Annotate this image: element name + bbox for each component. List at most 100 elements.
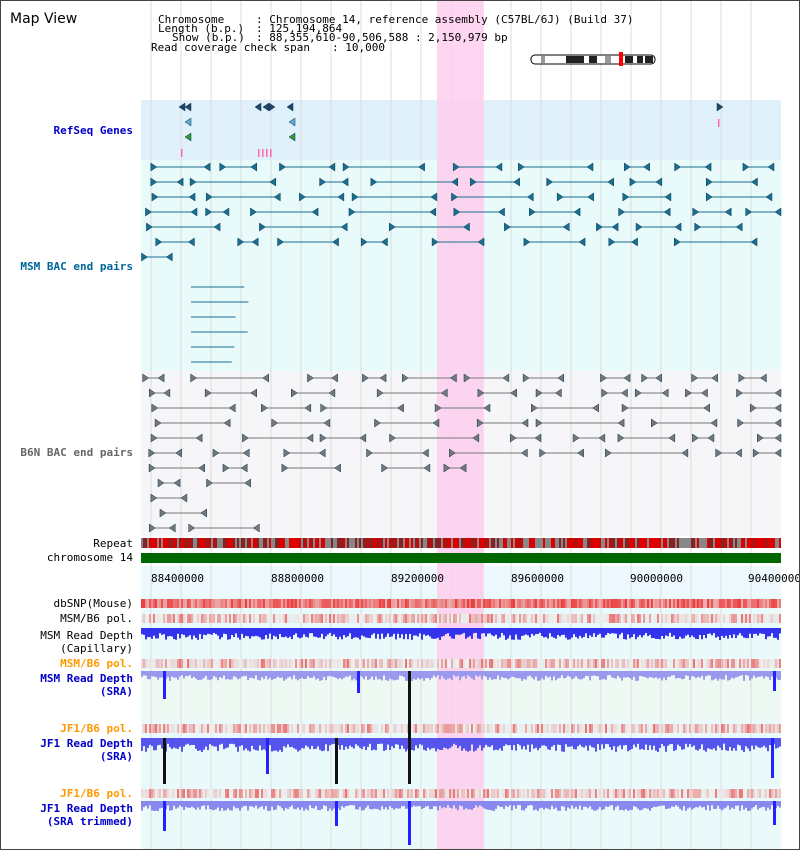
heat-strip-mark bbox=[717, 789, 719, 798]
read-depth-bar bbox=[731, 671, 733, 678]
repeat-mark bbox=[589, 538, 591, 548]
heat-strip-mark bbox=[755, 659, 757, 668]
heat-strip-mark bbox=[531, 599, 533, 608]
read-depth-bar bbox=[685, 671, 687, 676]
read-depth-bar bbox=[171, 671, 173, 677]
repeat-mark bbox=[663, 538, 665, 548]
read-depth-bar bbox=[321, 671, 323, 681]
read-depth-bar bbox=[405, 738, 407, 752]
heat-strip-mark bbox=[211, 789, 213, 798]
axis-tick-label: 88800000 bbox=[271, 572, 324, 585]
heat-strip-mark bbox=[461, 614, 463, 623]
read-depth-bar bbox=[589, 671, 591, 681]
heat-strip-mark bbox=[525, 789, 527, 798]
repeat-mark bbox=[759, 538, 761, 548]
read-depth-bar bbox=[299, 671, 301, 679]
repeat-mark bbox=[543, 538, 545, 548]
heat-strip-mark bbox=[455, 789, 457, 798]
read-depth-bar bbox=[253, 801, 255, 808]
heat-strip-mark bbox=[193, 659, 195, 668]
gene-arrow bbox=[477, 237, 485, 247]
heat-strip-mark bbox=[169, 614, 171, 623]
heat-strip-mark bbox=[409, 659, 411, 668]
read-depth-bar bbox=[499, 738, 501, 749]
repeat-mark bbox=[693, 538, 695, 548]
gene-arrow bbox=[148, 523, 156, 533]
read-depth-bar bbox=[429, 671, 431, 680]
heat-strip-mark bbox=[193, 614, 195, 623]
heat-strip-mark bbox=[687, 599, 689, 608]
heat-strip-mark bbox=[589, 789, 591, 798]
read-depth-bar bbox=[709, 628, 711, 634]
read-depth-bar bbox=[253, 738, 255, 750]
read-depth-bar bbox=[183, 671, 185, 679]
heat-strip-mark bbox=[569, 724, 571, 733]
read-depth-bar bbox=[231, 628, 233, 635]
heat-strip-mark bbox=[295, 659, 297, 668]
heat-strip-mark bbox=[417, 724, 419, 733]
read-depth-bar bbox=[513, 671, 515, 677]
heat-strip-mark bbox=[347, 614, 349, 623]
heat-strip-mark bbox=[327, 724, 329, 733]
read-depth-bar bbox=[645, 671, 647, 678]
heat-strip-mark bbox=[457, 614, 459, 623]
read-depth-bar bbox=[297, 671, 299, 681]
heat-strip-mark bbox=[385, 614, 387, 623]
read-depth-bar bbox=[511, 738, 513, 751]
msm-bac-end-pairs-label[interactable]: MSM BAC end pairs bbox=[20, 260, 133, 273]
heat-strip-mark bbox=[227, 789, 229, 798]
read-depth-bar bbox=[285, 738, 287, 748]
gene-arrow bbox=[188, 523, 196, 533]
read-depth-bar bbox=[479, 628, 481, 640]
heat-strip-mark bbox=[337, 789, 339, 798]
repeat-mark bbox=[523, 538, 525, 548]
read-depth-bar bbox=[715, 628, 717, 638]
read-depth-bar bbox=[331, 738, 333, 745]
read-depth-bar bbox=[723, 628, 725, 638]
read-depth-bar bbox=[151, 628, 153, 639]
read-depth-bar bbox=[435, 628, 437, 639]
read-depth-bar bbox=[621, 738, 623, 750]
gene-arrow bbox=[237, 237, 245, 247]
heat-strip-mark bbox=[323, 659, 325, 668]
b6n-bac-end-pairs-label[interactable]: B6N BAC end pairs bbox=[20, 446, 133, 459]
repeat-mark bbox=[159, 538, 161, 548]
read-depth-bar bbox=[225, 628, 227, 635]
repeat-mark bbox=[557, 538, 559, 548]
read-depth-bar bbox=[461, 801, 463, 807]
heat-strip-mark bbox=[613, 789, 615, 798]
read-depth-bar bbox=[379, 671, 381, 680]
read-depth-bar bbox=[597, 738, 599, 745]
read-depth-bar bbox=[451, 738, 453, 747]
heat-strip-mark bbox=[429, 614, 431, 623]
read-depth-bar bbox=[573, 628, 575, 635]
heat-strip-mark bbox=[191, 614, 193, 623]
axis-tick-label: 89600000 bbox=[511, 572, 564, 585]
gene-arrow bbox=[522, 373, 530, 383]
read-depth-bar bbox=[753, 628, 755, 634]
read-depth-bar bbox=[197, 801, 199, 808]
heat-strip-mark bbox=[225, 614, 227, 623]
heat-strip-mark bbox=[189, 599, 191, 608]
read-depth-bar bbox=[195, 738, 197, 749]
read-depth-bar bbox=[751, 738, 753, 746]
gene-arrow bbox=[513, 177, 520, 187]
heat-strip-mark bbox=[701, 789, 703, 798]
refseq-genes-label[interactable]: RefSeq Genes bbox=[53, 124, 133, 137]
heat-strip-mark bbox=[697, 789, 699, 798]
read-depth-bar bbox=[671, 628, 673, 637]
heat-strip-mark bbox=[209, 724, 211, 733]
heat-strip-mark bbox=[543, 614, 545, 623]
read-depth-bar bbox=[591, 738, 593, 748]
heat-strip-mark bbox=[417, 599, 419, 608]
read-depth-bar bbox=[481, 628, 483, 634]
read-depth-bar bbox=[759, 628, 761, 634]
repeat-mark bbox=[281, 538, 283, 548]
read-depth-bar bbox=[237, 738, 239, 752]
read-depth-bar bbox=[261, 801, 263, 807]
heat-strip-mark bbox=[643, 724, 645, 733]
read-depth-bar bbox=[501, 801, 503, 807]
repeat-mark bbox=[197, 538, 199, 548]
heat-strip-mark bbox=[537, 659, 539, 668]
